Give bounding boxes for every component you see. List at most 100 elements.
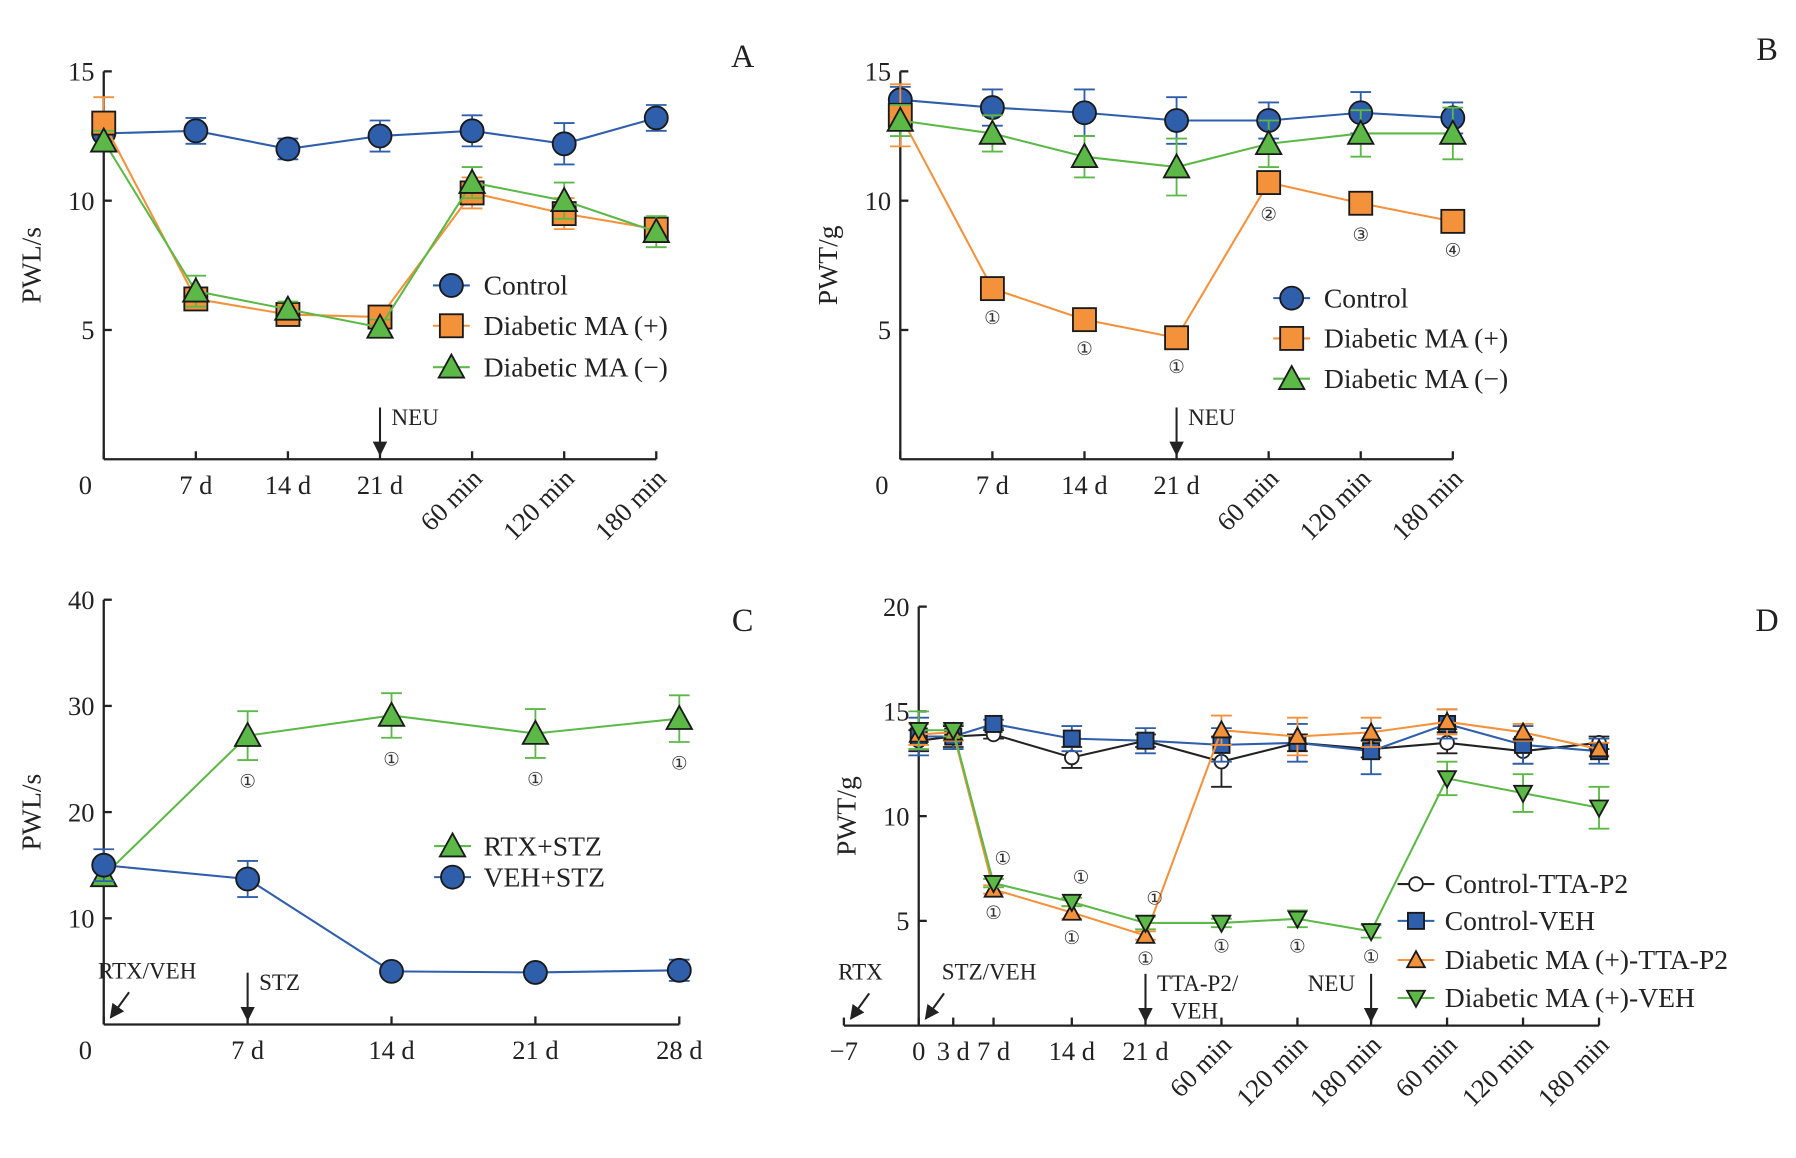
arrow-label: RTX/VEH [98, 957, 196, 983]
data-point [1072, 307, 1097, 333]
x-tick-label: 21 d [1153, 470, 1199, 500]
data-point [1135, 914, 1156, 934]
legend-marker [1279, 285, 1305, 311]
panel-c: C PWL/s 10 20 30 40 0 7 d 14 d 21 d 28 d RTX/VEH STZ… [15, 585, 753, 1065]
legend-label: Control-VEH [1445, 905, 1595, 936]
data-point [522, 960, 548, 985]
arrow-label: STZ/VEH [942, 959, 1037, 985]
series-diabetic-ma- [89, 126, 671, 339]
x-tick-label: 120 min [1293, 463, 1376, 546]
significance-label: ① [1076, 339, 1093, 359]
significance-label: ③ [1352, 225, 1369, 245]
y-tick-label: 15 [883, 697, 909, 727]
x-tick-label: 14 d [265, 470, 311, 500]
legend-item: Control-VEH [1397, 905, 1595, 936]
x-tick-label: 120 min [497, 463, 580, 546]
series-line [918, 729, 1600, 933]
data-point [1287, 910, 1308, 930]
x-tick-label: 14 d [1061, 470, 1107, 500]
legend-label: Diabetic MA (+)-TTA-P2 [1445, 944, 1728, 975]
significance-label: ① [985, 903, 1002, 923]
x-tick-label: 60 min [1389, 1029, 1463, 1103]
data-point [1440, 208, 1466, 234]
significance-label: ① [994, 849, 1011, 869]
legend-marker [1407, 911, 1425, 930]
data-point [1588, 799, 1610, 819]
data-point [459, 118, 485, 144]
y-tick-label: 20 [68, 797, 94, 827]
legend-marker [438, 313, 464, 339]
series-control [91, 104, 669, 166]
y-axis-label: PWL/s [15, 774, 46, 851]
legend-item: Diabetic MA (−) [1273, 363, 1508, 394]
legend-label: Control-TTA-P2 [1445, 868, 1628, 899]
series-diabetic-ma- [886, 104, 1468, 197]
x-tick-label: −7 [830, 1036, 858, 1066]
data-point [1348, 190, 1374, 216]
data-point [1164, 325, 1189, 351]
data-point [233, 721, 262, 747]
y-axis-label: PWT/g [830, 776, 861, 856]
annotation-arrow: STZ/VEH [924, 959, 1037, 1020]
series-diabetic-ma-: ① ① ① ② ③ ④ [887, 83, 1466, 377]
arrow-label: NEU [1188, 404, 1236, 430]
data-point [1164, 108, 1189, 133]
series-line [918, 720, 1600, 937]
x-tick-label: 60 min [414, 463, 488, 537]
y-tick-label: 5 [878, 315, 891, 345]
y-tick-label: 15 [865, 57, 891, 87]
legend-marker [440, 864, 465, 890]
data-point [1360, 721, 1382, 741]
data-point [1136, 731, 1155, 750]
arrow-label: VEH [1171, 998, 1218, 1024]
data-point [181, 276, 211, 303]
x-tick-label: 21 d [1122, 1036, 1168, 1066]
legend-label: VEH+STZ [484, 861, 605, 892]
data-point [91, 852, 117, 878]
panel-label: A [731, 38, 755, 74]
legend-item: Diabetic MA (+) [432, 310, 668, 341]
significance-label: ① [239, 772, 256, 792]
significance-label: ① [1064, 928, 1081, 948]
legend-item: RTX+STZ [434, 830, 602, 861]
panel-b: B PWT/g 5 10 15 0 7 d 14 d 21 d 60 min 120 min 180 … [812, 31, 1778, 546]
data-point [665, 704, 694, 730]
legend-marker [1405, 949, 1427, 969]
data-point [89, 126, 118, 153]
significance-label: ① [1363, 947, 1380, 967]
data-point [1211, 914, 1232, 934]
legend-marker [1279, 325, 1305, 351]
y-tick-label: 20 [883, 592, 909, 622]
y-tick-label: 10 [68, 903, 94, 933]
data-point [983, 874, 1004, 894]
legend-marker [1408, 876, 1424, 892]
series-veh-stz [91, 848, 692, 985]
x-tick-label: 180 min [589, 463, 672, 546]
significance-label: ① [383, 749, 400, 769]
panel-label: D [1755, 602, 1778, 638]
data-point [367, 123, 393, 149]
legend-label: Control [1324, 282, 1409, 313]
data-point [521, 718, 550, 745]
y-tick-label: 40 [68, 585, 94, 615]
legend-label: Diabetic MA (−) [1324, 363, 1508, 394]
data-point [1346, 118, 1375, 145]
annotation-arrow: TTA-P2/VEH [1138, 970, 1239, 1024]
significance-label: ④ [1445, 241, 1462, 261]
legend-marker [437, 352, 466, 379]
legend-label: Diabetic MA (+) [1324, 323, 1508, 354]
y-tick-label: 10 [883, 801, 909, 831]
x-tick-label: 7 d [977, 1036, 1010, 1066]
y-tick-label: 5 [81, 315, 94, 345]
legend-item: Control [432, 270, 568, 301]
x-tick-label: 7 d [231, 1035, 264, 1065]
y-tick-label: 5 [896, 906, 909, 936]
data-point [1436, 770, 1458, 790]
data-point [1360, 923, 1382, 943]
y-tick-label: 0 [79, 470, 92, 500]
legend-label: Diabetic MA (−) [484, 351, 668, 382]
annotation-arrow: NEU [1169, 404, 1236, 457]
panel-label: B [1756, 31, 1778, 67]
